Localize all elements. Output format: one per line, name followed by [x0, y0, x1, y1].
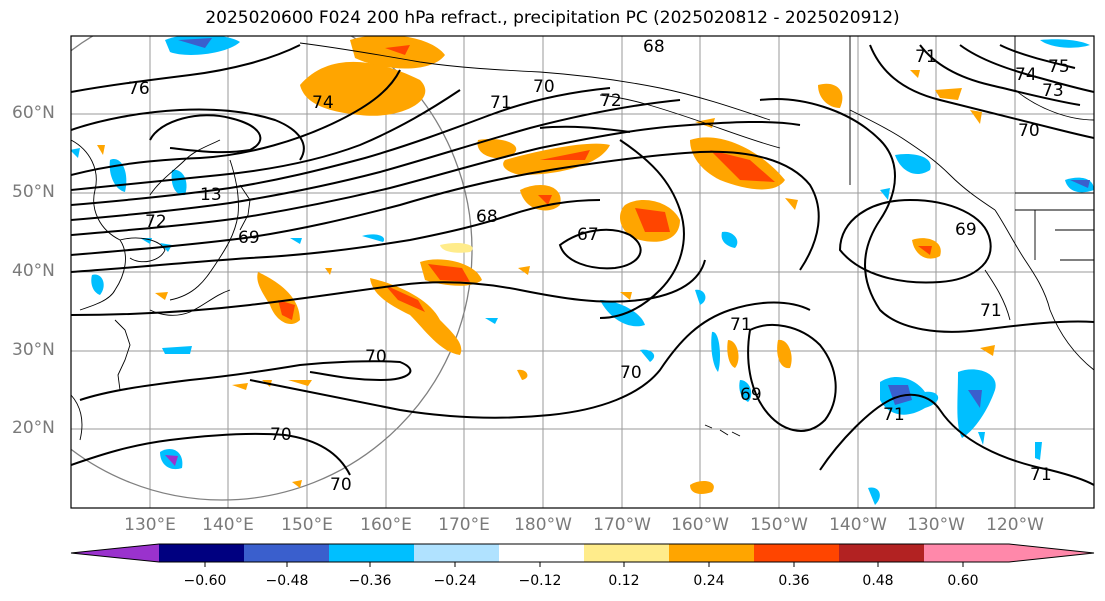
colorbar-tick-label: 0.12 — [608, 573, 640, 589]
lat-label: 50°N — [12, 182, 55, 202]
lat-label: 20°N — [12, 418, 55, 438]
lat-label: 30°N — [12, 340, 55, 360]
contour-label: 68 — [643, 37, 665, 57]
colorbar-segment — [414, 544, 499, 562]
contour-label: 70 — [1018, 121, 1040, 141]
contour-label: 76 — [128, 79, 150, 99]
contour-label: 75 — [1048, 57, 1070, 77]
colorbar-tick-label: 0.48 — [862, 573, 894, 589]
lat-label: 40°N — [12, 261, 55, 281]
contour-label: 69 — [238, 228, 260, 248]
colorbar-ticks — [204, 562, 964, 567]
contour-label: 70 — [620, 363, 642, 383]
lon-label: 120°W — [986, 515, 1044, 535]
lon-label: 150°W — [750, 515, 808, 535]
colorbar-tick-label: 0.36 — [778, 573, 810, 589]
colorbar-segment — [499, 544, 584, 562]
contour-label: 69 — [740, 385, 762, 405]
lon-label: 130°W — [907, 515, 965, 535]
contour-lines — [71, 44, 1094, 486]
contour-label: 74 — [312, 93, 334, 113]
contour-label: 71 — [915, 47, 937, 67]
contour-label: 73 — [1042, 81, 1064, 101]
colorbar-tick-label: −0.12 — [518, 573, 562, 589]
precip-positive-shading — [97, 36, 995, 494]
lat-label: 60°N — [12, 103, 55, 123]
lon-label: 160°W — [671, 515, 729, 535]
lon-label: 140°W — [829, 515, 887, 535]
lon-label: 180°W — [514, 515, 572, 535]
contour-label-group: 76 74 72 71 70 69 68 67 73 75 70 72 71 7… — [128, 37, 1070, 495]
contour-label: 71 — [883, 405, 905, 425]
contour-label: 70 — [330, 475, 352, 495]
contour-label: 70 — [533, 77, 555, 97]
colorbar-extend-low — [71, 544, 159, 562]
contour-label: 67 — [577, 225, 599, 245]
colorbar-segment — [839, 544, 924, 562]
colorbar-segment — [584, 544, 669, 562]
colorbar-extend-high — [1009, 544, 1094, 562]
lon-label: 150°E — [281, 515, 333, 535]
colorbar-segment — [754, 544, 839, 562]
colorbar — [70, 543, 1095, 567]
contour-label: 71 — [1030, 465, 1052, 485]
contour-label: 68 — [476, 207, 498, 227]
lon-label: 170°E — [438, 515, 490, 535]
colorbar-tick-label: −0.36 — [348, 573, 392, 589]
colorbar-outline — [70, 543, 1095, 563]
contour-label: 72 — [600, 91, 622, 111]
contour-label: 70 — [365, 347, 387, 367]
colorbar-segment — [329, 544, 414, 562]
contour-label: 71 — [980, 301, 1002, 321]
contour-label: 71 — [730, 315, 752, 335]
contour-label: 72 — [145, 212, 167, 232]
colorbar-tick-label: −0.60 — [183, 573, 227, 589]
contour-label: 71 — [490, 93, 512, 113]
map-title: 2025020600 F024 200 hPa refract., precip… — [205, 8, 900, 28]
contour-label: 69 — [955, 220, 977, 240]
lon-label: 170°W — [593, 515, 651, 535]
lon-label: 160°E — [360, 515, 412, 535]
precip-negative-shading — [71, 36, 1094, 505]
colorbar-segment — [924, 544, 1009, 562]
colorbar-tick-label: 0.24 — [693, 573, 725, 589]
colorbar-tick-label: −0.48 — [265, 573, 309, 589]
colorbar-segment — [669, 544, 754, 562]
lon-label: 130°E — [124, 515, 176, 535]
contour-label: 13 — [200, 185, 222, 205]
contour-label: 74 — [1015, 65, 1037, 85]
colorbar-segment — [159, 544, 244, 562]
colorbar-segment — [244, 544, 329, 562]
colorbar-tick-label: −0.24 — [433, 573, 477, 589]
contour-label: 70 — [270, 425, 292, 445]
map-frame — [70, 35, 1095, 509]
lon-label: 140°E — [202, 515, 254, 535]
colorbar-tick-label: 0.60 — [947, 573, 979, 589]
